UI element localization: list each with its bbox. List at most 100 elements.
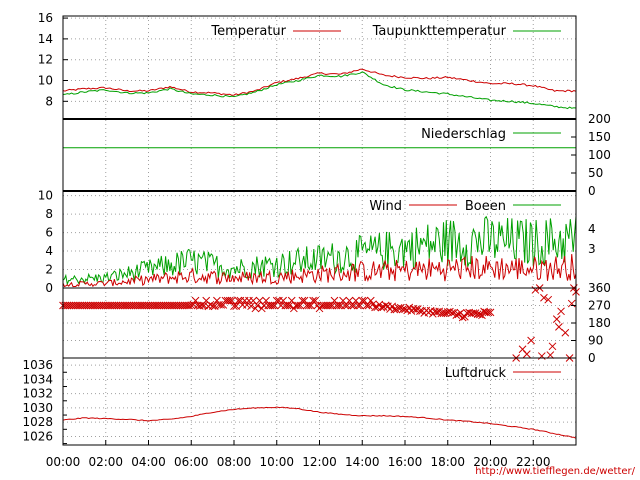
direction-y-tick-label: 0 (588, 351, 596, 365)
wind-direction-marker (399, 305, 407, 314)
wind-direction-marker (416, 307, 424, 316)
wind-direction-marker (206, 300, 215, 309)
precip-y-tick-label: 100 (588, 148, 611, 162)
direction-y-tick-label: 180 (588, 316, 611, 330)
legend-niederschlag-label: Niederschlag (421, 127, 506, 142)
wind-direction-marker (377, 303, 386, 312)
x-tick-label: 20:00 (473, 455, 508, 469)
wind-direction-marker (548, 342, 557, 351)
wind-direction-marker (232, 302, 240, 310)
wind-direction-marker (473, 310, 482, 319)
wind-y-tick-label: 10 (38, 189, 53, 203)
precip-y-tick-label: 50 (588, 166, 603, 180)
pressure-y-tick-label: 1026 (22, 429, 53, 443)
x-tick-label: 14:00 (345, 455, 380, 469)
x-tick-label: 00:00 (46, 455, 81, 469)
wind-direction-marker (540, 293, 548, 302)
x-tick-label: 16:00 (388, 455, 423, 469)
wind-direction-marker (478, 311, 486, 320)
boeen-line (62, 215, 577, 286)
x-tick-label: 02:00 (88, 455, 123, 469)
x-tick-label: 08:00 (217, 455, 252, 469)
wind-direction-marker (210, 302, 219, 311)
pressure-y-tick-label: 1036 (22, 358, 53, 372)
wind-direction-marker (433, 308, 441, 316)
wind-direction-marker (191, 296, 200, 305)
wind-direction-marker (311, 296, 320, 305)
x-tick-label: 10:00 (259, 455, 294, 469)
source-url-text: http://www.tiefflegen.de/wetter/ (475, 466, 635, 477)
wind-y-tick-label: 2 (45, 263, 53, 277)
precip-y-tick-label: 150 (588, 130, 611, 144)
pressure-y-tick-label: 1028 (22, 415, 53, 429)
wind-direction-marker (225, 296, 234, 305)
wind-y-tick-label: 6 (45, 226, 53, 240)
wind-direction-marker (522, 350, 531, 358)
direction-y-tick-label: 90 (588, 334, 603, 348)
wind-direction-marker (448, 308, 456, 317)
wind-direction-marker (401, 305, 409, 314)
pressure-y-tick-label: 1032 (22, 387, 53, 401)
wind-direction-marker (247, 302, 255, 311)
wind-direction-marker (242, 301, 251, 309)
wind-direction-marker (394, 304, 403, 312)
luftdruck-line (62, 406, 577, 439)
wind-direction-marker (561, 328, 570, 337)
x-tick-label: 06:00 (174, 455, 209, 469)
x-tick-label: 18:00 (430, 455, 465, 469)
temp-y-tick-label: 12 (38, 53, 53, 67)
wind-direction-marker (371, 303, 379, 312)
wind-direction-marker (285, 301, 294, 310)
wind-direction-marker (441, 309, 450, 317)
pressure-y-tick-label: 1034 (22, 372, 53, 386)
wind-direction-marker (366, 296, 375, 305)
wind-direction-marker (527, 336, 535, 345)
wind-direction-marker (471, 309, 480, 317)
x-tick-label: 12:00 (302, 455, 337, 469)
wind-direction-marker (390, 305, 399, 314)
legend-temperatur-label: Temperatur (210, 24, 286, 39)
tick-labels: 8101214160501001502000246810340901802703… (22, 11, 610, 469)
wind-direction-marker (228, 296, 236, 305)
wind-direction-marker (405, 303, 414, 312)
temp-y-tick-label: 14 (38, 32, 53, 46)
pressure-y-tick-label: 1030 (22, 401, 53, 415)
wind-y-tick-label: 0 (45, 281, 53, 295)
wind-direction-marker (544, 295, 553, 304)
legend-taupunkt-label: Taupunkttemperatur (372, 24, 507, 39)
wind-direction-marker (439, 309, 448, 318)
panel-frames (62, 15, 577, 446)
wind-direction-marker (411, 305, 420, 314)
wind-direction-marker (475, 310, 484, 319)
temperatur-line (62, 68, 577, 96)
wind-line (62, 254, 577, 288)
wind-y2-tick-label: 4 (588, 222, 596, 236)
wind-direction-marker (469, 309, 478, 317)
wind-direction-marker (484, 308, 493, 317)
wind-direction-marker (230, 302, 238, 311)
wind-direction-marker (253, 301, 262, 310)
x-tick-label: 22:00 (516, 455, 551, 469)
direction-y-tick-label: 360 (588, 281, 611, 295)
wind-direction-marker (208, 302, 217, 310)
taupunkttemperatur-line (62, 71, 577, 110)
precip-y-tick-label: 0 (588, 184, 596, 198)
wind-direction-marker (364, 301, 373, 310)
legend-boeen-label: Boeen (465, 199, 506, 214)
legend-wind-label: Wind (369, 199, 402, 214)
precip-y-tick-label: 200 (588, 112, 611, 126)
wind-direction-marker (486, 308, 495, 317)
wind-direction-marker (557, 307, 565, 316)
wind-direction-marker (452, 311, 461, 319)
x-tick-label: 04:00 (131, 455, 166, 469)
direction-y-tick-label: 270 (588, 299, 611, 313)
temp-y-tick-label: 16 (38, 11, 53, 25)
wind-direction-marker (552, 315, 561, 323)
temp-y-tick-label: 8 (45, 94, 53, 108)
legend-luftdruck-label: Luftdruck (445, 366, 507, 381)
wind-direction-marker (546, 351, 555, 359)
wind-direction-marker (555, 323, 563, 331)
wind-y2-tick-label: 3 (588, 242, 596, 256)
temp-y-tick-label: 10 (38, 74, 53, 88)
